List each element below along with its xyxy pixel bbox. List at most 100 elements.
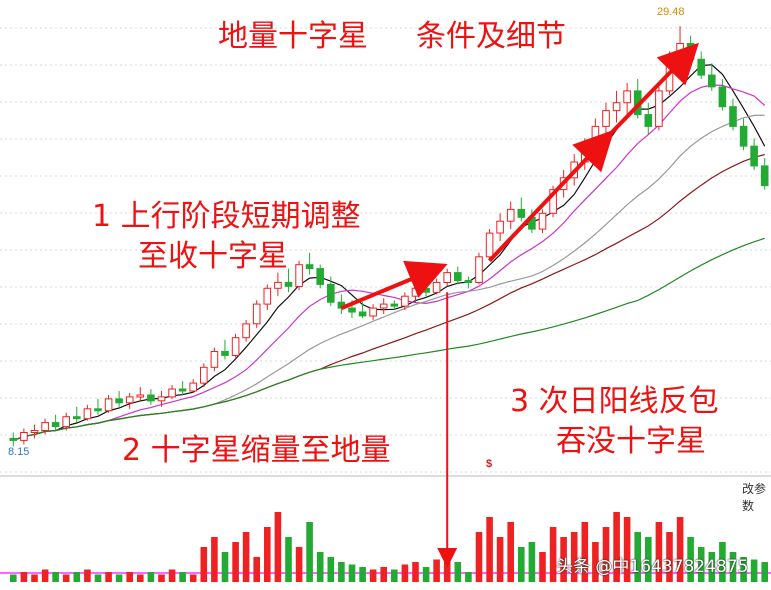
candle-up [496,220,504,234]
volume-bar [486,517,493,582]
volume-bar [602,527,610,582]
volume-bar [560,537,567,582]
candle-up [200,366,208,384]
volume-bar [73,572,81,582]
volume-bar [327,557,335,582]
annotation-arrow [340,260,448,310]
right-cut-label: 改参数 [742,482,767,513]
volume-bar [592,542,599,582]
volume-bar [475,532,483,582]
subtitle-annotation: 条件及细节 [416,19,566,54]
volume-bar [391,569,398,582]
candle-up [591,125,600,147]
volume-bar [422,567,430,582]
volume-bar [518,547,525,582]
candle-up [157,396,166,402]
candle-up [443,272,451,284]
candle-down [115,398,123,404]
volume-bar [369,569,377,582]
volume-bar [189,574,197,582]
candle-down [73,416,81,420]
candle-down [178,388,187,392]
volume-bar [359,567,366,582]
condition3-line1: 3 次日阳线反包 [510,384,719,419]
candle-down [729,106,737,127]
volume-bar [719,542,726,582]
condition2: 2 十字星缩量至地量 [122,433,391,468]
candle-down [517,208,526,218]
candle-down [454,272,462,282]
volume-bar [115,574,123,582]
low-price-label: 8.15 [8,446,30,458]
candle-down [422,287,430,293]
candle-down [644,114,653,127]
volume-bar [253,557,260,582]
volume-bar [412,562,419,582]
volume-bar [10,574,17,582]
condition1-line1: 1 上行阶段短期调整 [92,199,361,234]
candle-up [379,303,388,309]
candle-up [432,281,441,293]
volume-bar [443,557,451,582]
volume-bar [454,562,462,582]
volume-bar [687,537,694,582]
candle-down [284,281,293,287]
candle-up [83,408,92,420]
candle-up [485,232,494,258]
volume-bar [94,574,102,582]
volume-bar [274,512,282,582]
candle-up [210,351,219,368]
ma10-line [13,84,766,441]
volume-bar [549,527,557,582]
candle-up [231,337,240,357]
candle-up [623,90,631,104]
candle-down [316,268,324,285]
volume-bar [41,569,49,582]
candle-up [676,43,684,60]
volume-bar [306,522,313,582]
candle-up [136,394,145,398]
candle-up [295,264,303,287]
candle-up [401,295,409,307]
candle-down [708,74,716,88]
volume-bar [433,559,440,582]
candle-down [358,311,367,317]
volume-bar [740,557,747,582]
candle-up [20,432,28,441]
volume-bar [338,562,345,582]
candle-down [327,283,335,303]
volume-bar [52,572,59,582]
candle-up [549,189,557,214]
candle-up [506,208,515,222]
candle-up [602,110,610,127]
candle-down [221,351,229,356]
volume-bar [623,517,631,582]
title-annotation: 地量十字星 [218,19,368,54]
candle-down [51,422,60,428]
candle-down [464,280,473,283]
candle-down [750,145,758,167]
volume-bar [570,532,578,582]
candle-up [274,281,282,289]
volume-bar [380,567,387,582]
candle-down [718,86,727,108]
volume-bar [295,547,303,582]
candle-down [739,125,748,147]
volume-bar [708,552,716,582]
volume-bar [528,542,536,582]
candle-up [30,430,39,433]
candle-up [242,323,250,339]
volume-bar [401,564,409,582]
candle-up [612,102,621,112]
volume-bar [613,512,620,582]
volume-bar [581,522,589,582]
volume-bar [168,569,176,582]
candle-up [189,382,197,392]
volume-bar [20,572,28,582]
candle-up [655,90,663,127]
volume-bar [211,537,218,582]
candle-up [263,287,272,305]
candle-down [94,408,102,412]
volume-bar [348,564,356,582]
